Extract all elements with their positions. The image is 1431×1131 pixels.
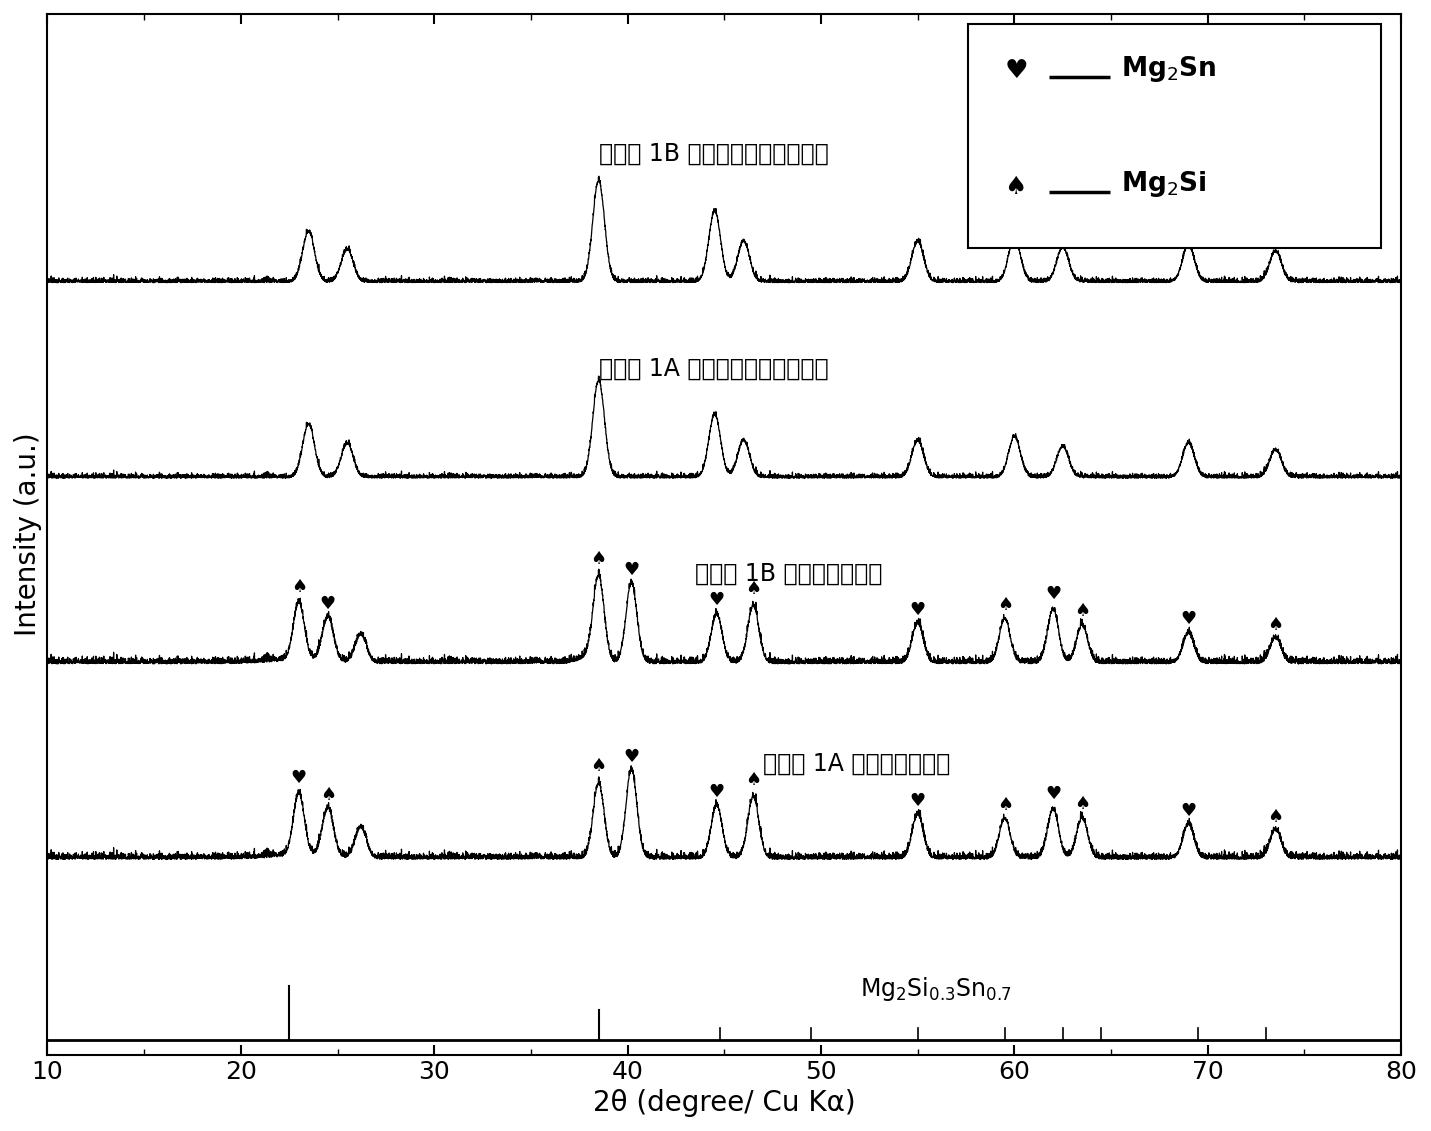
Text: ♠: ♠ — [996, 796, 1013, 814]
Text: ♥: ♥ — [910, 792, 926, 810]
Text: ♥: ♥ — [708, 783, 724, 801]
Text: ♠: ♠ — [591, 758, 607, 776]
Text: 实施例 1B 一步固相反应后: 实施例 1B 一步固相反应后 — [695, 562, 883, 586]
Text: ♠: ♠ — [746, 580, 761, 598]
FancyBboxPatch shape — [967, 24, 1381, 248]
Text: ♥: ♥ — [624, 561, 640, 579]
Text: ♠: ♠ — [996, 596, 1013, 614]
Text: Mg$_2$Si: Mg$_2$Si — [1120, 170, 1206, 199]
Text: 实施例 1A 一步固相反应后: 实施例 1A 一步固相反应后 — [763, 752, 950, 776]
Text: 实施例 1B 放电等离子活化烧结后: 实施例 1B 放电等离子活化烧结后 — [598, 141, 829, 165]
Text: ♠: ♠ — [290, 578, 306, 596]
X-axis label: 2θ (degree/ Cu Kα): 2θ (degree/ Cu Kα) — [592, 1089, 856, 1117]
Text: ♠: ♠ — [1005, 175, 1027, 199]
Text: ♥: ♥ — [1045, 586, 1062, 603]
Text: ♠: ♠ — [1075, 795, 1090, 813]
Text: $\mathrm{Mg_2Si_{0.3}Sn_{0.7}}$: $\mathrm{Mg_2Si_{0.3}Sn_{0.7}}$ — [860, 975, 1012, 1003]
Text: ♥: ♥ — [910, 601, 926, 619]
Text: ♠: ♠ — [1075, 602, 1090, 620]
Text: ♥: ♥ — [708, 592, 724, 610]
Text: Mg$_2$Sn: Mg$_2$Sn — [1120, 54, 1216, 84]
Y-axis label: Intensity (a.u.): Intensity (a.u.) — [14, 432, 41, 636]
Text: ♥: ♥ — [319, 595, 336, 613]
Text: ♠: ♠ — [319, 786, 336, 804]
Text: ♠: ♠ — [1268, 809, 1284, 826]
Text: ♥: ♥ — [624, 748, 640, 766]
Text: ♥: ♥ — [1181, 611, 1196, 629]
Text: ♥: ♥ — [1181, 802, 1196, 820]
Text: ♠: ♠ — [746, 771, 761, 789]
Text: ♠: ♠ — [1268, 616, 1284, 634]
Text: ♥: ♥ — [1045, 785, 1062, 803]
Text: 实施例 1A 放电等离子活化烧结后: 实施例 1A 放电等离子活化烧结后 — [598, 356, 829, 380]
Text: ♥: ♥ — [290, 769, 306, 787]
Text: ♠: ♠ — [591, 550, 607, 568]
Text: ♥: ♥ — [1005, 58, 1027, 84]
